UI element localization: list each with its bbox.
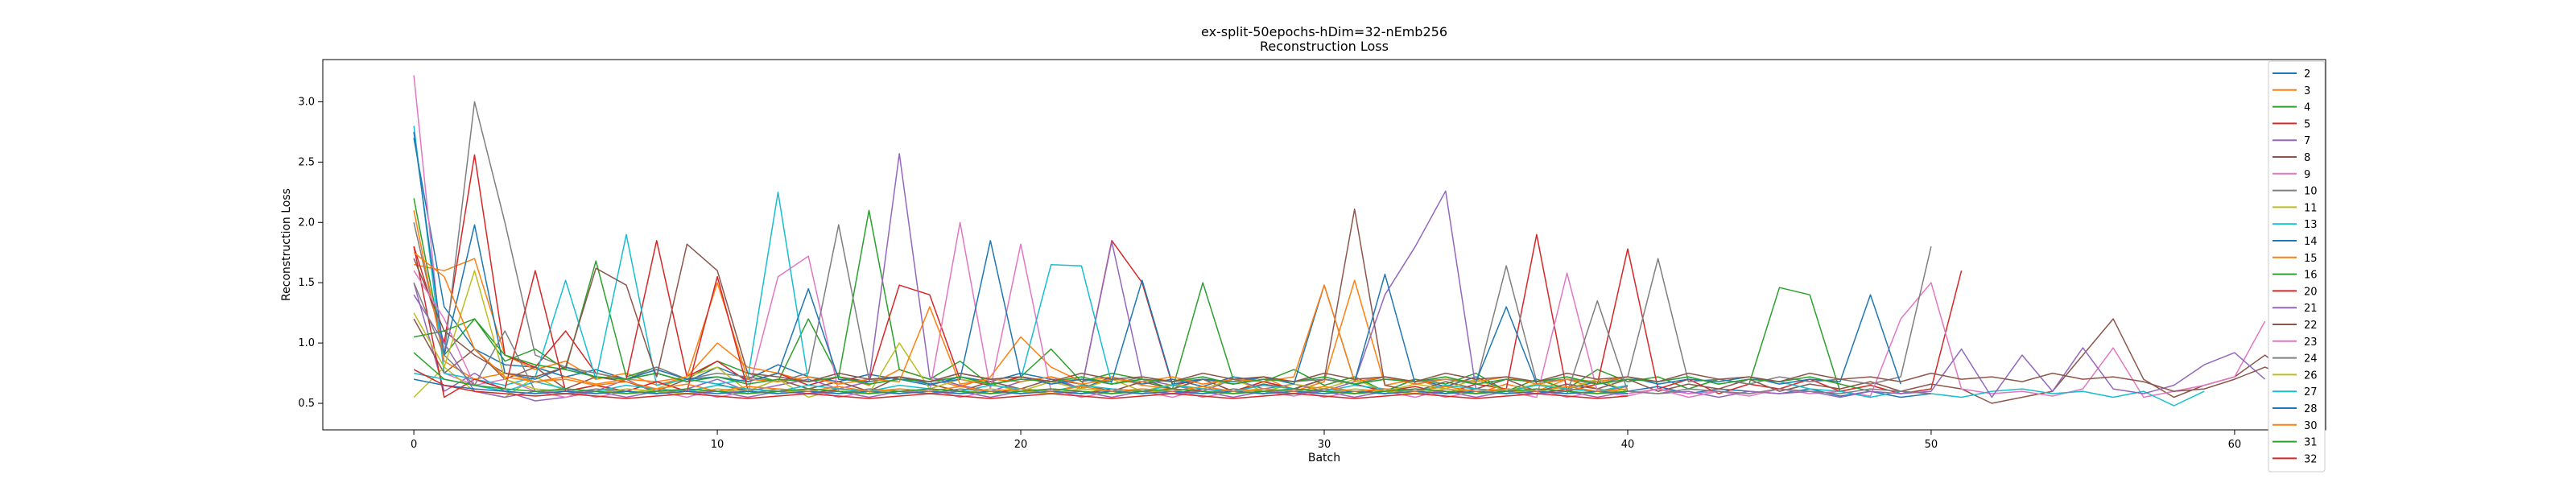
- series-layer: [413, 75, 2296, 407]
- legend-label: 26: [2304, 369, 2318, 382]
- x-tick-label: 30: [1318, 439, 1331, 451]
- series-line-32: [413, 369, 1629, 399]
- x-tick-label: 20: [1014, 439, 1028, 451]
- legend-label: 16: [2304, 270, 2318, 282]
- legend-label: 24: [2304, 353, 2318, 365]
- x-tick-label: 50: [1925, 439, 1938, 451]
- legend-label: 7: [2304, 135, 2310, 147]
- x-tick-label: 40: [1621, 439, 1635, 451]
- legend-label: 30: [2304, 420, 2318, 432]
- series-line-16: [413, 318, 1871, 392]
- legend-label: 20: [2304, 286, 2318, 298]
- legend-label: 23: [2304, 336, 2318, 349]
- legend-label: 9: [2304, 169, 2310, 181]
- legend-label: 21: [2304, 303, 2318, 315]
- legend-label: 22: [2304, 320, 2318, 332]
- y-tick-label: 1.5: [298, 277, 315, 289]
- legend-label: 8: [2304, 152, 2310, 164]
- y-tick-label: 0.5: [298, 398, 315, 410]
- x-tick-label: 60: [2228, 439, 2242, 451]
- series-line-15: [413, 210, 1629, 385]
- legend-label: 14: [2304, 236, 2318, 248]
- series-line-22: [413, 243, 2296, 392]
- legend-label: 4: [2304, 102, 2310, 114]
- legend: 2345789101113141516202122232426272830313…: [2268, 60, 2326, 473]
- y-tick-label: 3.0: [298, 96, 315, 108]
- legend-label: 10: [2304, 186, 2318, 198]
- legend-label: 11: [2304, 202, 2318, 214]
- legend-label: 5: [2304, 118, 2310, 130]
- legend-label: 3: [2304, 85, 2310, 97]
- legend-label: 28: [2304, 403, 2318, 415]
- legend-label: 2: [2304, 68, 2310, 80]
- series-line-31: [413, 352, 1629, 394]
- series-line-28: [413, 378, 1629, 394]
- legend-label: 15: [2304, 253, 2318, 265]
- y-tick-label: 1.0: [298, 337, 315, 349]
- x-tick-label: 0: [411, 439, 417, 451]
- legend-label: 27: [2304, 386, 2318, 398]
- y-tick-label: 2.5: [298, 156, 315, 168]
- x-axis-label: Batch: [1308, 452, 1340, 464]
- legend-label: 32: [2304, 453, 2318, 465]
- y-tick-label: 2.0: [298, 217, 315, 229]
- x-axis: 0 10 20 30 40 50 60: [411, 430, 2241, 451]
- y-axis-label: Reconstruction Loss: [280, 188, 293, 301]
- series-line-14: [413, 131, 1901, 385]
- chart-title: ex-split-50epochs-hDim=32-nEmb256: [1201, 24, 1447, 39]
- x-tick-label: 10: [711, 439, 724, 451]
- legend-label: 13: [2304, 219, 2318, 231]
- y-axis: 0.5 1.0 1.5 2.0 2.5 3.0: [298, 96, 323, 410]
- legend-label: 31: [2304, 437, 2318, 449]
- legend-frame: [2268, 60, 2326, 473]
- chart-subtitle: Reconstruction Loss: [1260, 39, 1389, 54]
